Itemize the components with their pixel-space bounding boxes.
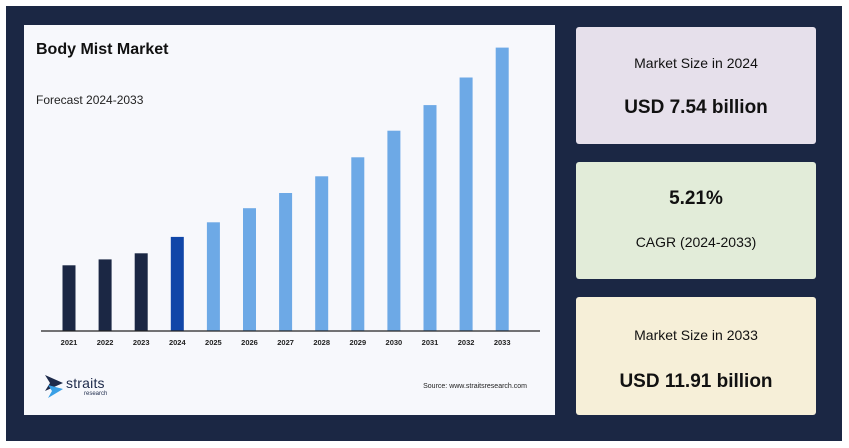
straits-logo: straits research: [44, 373, 124, 403]
bar-2030: [387, 130, 401, 331]
bar-2024: [170, 236, 184, 331]
x-tick-label: 2023: [133, 338, 150, 347]
bar-2025: [206, 222, 220, 331]
size-2024-label: Market Size in 2024: [634, 55, 758, 71]
x-tick-label: 2025: [205, 338, 222, 347]
chart-card: 2021 2022 2023 2024 2025 2026 2027 2028 2029 2030…: [24, 25, 555, 415]
x-tick-label: 2028: [313, 338, 330, 347]
bar-2032: [459, 77, 473, 331]
stat-card-size-2033: Market Size in 2033 USD 11.91 billion: [576, 297, 816, 415]
stat-card-size-2024: Market Size in 2024 USD 7.54 billion: [576, 27, 816, 144]
logo-subtitle: research: [84, 391, 108, 397]
bar-2028: [315, 176, 329, 331]
bar-2021: [62, 265, 76, 331]
bar-2023: [134, 253, 148, 331]
bar-2033: [495, 47, 509, 331]
x-tick-label: 2024: [169, 338, 187, 347]
size-2033-label: Market Size in 2033: [634, 327, 758, 343]
cagr-label: CAGR (2024-2033): [635, 234, 757, 250]
x-tick-label: 2022: [97, 338, 114, 347]
bar-chart: 2021 2022 2023 2024 2025 2026 2027 2028 2029 2030…: [41, 47, 540, 347]
logo-name: straits: [66, 375, 105, 391]
x-tick-label: 2033: [494, 338, 511, 347]
x-tick-label: 2026: [241, 338, 258, 347]
x-tick-label: 2030: [386, 338, 403, 347]
bar-2031: [423, 105, 437, 331]
x-tick-label: 2027: [277, 338, 294, 347]
chart-title: Body Mist Market: [36, 41, 169, 58]
bar-2022: [98, 259, 112, 331]
size-2033-value: USD 11.91 billion: [619, 371, 773, 392]
bar-2029: [351, 157, 365, 331]
stat-card-cagr: 5.21% CAGR (2024-2033): [576, 162, 816, 279]
bar-2026: [243, 208, 256, 331]
straits-arrow-icon: [45, 375, 63, 398]
source-credit: Source: www.straitsresearch.com: [423, 383, 527, 390]
bar-2027: [279, 193, 293, 331]
size-2024-value: USD 7.54 billion: [624, 97, 768, 118]
x-tick-label: 2021: [61, 338, 78, 347]
cagr-value: 5.21%: [669, 188, 723, 209]
x-tick-label: 2031: [422, 338, 439, 347]
chart-subtitle: Forecast 2024-2033: [36, 93, 144, 107]
x-tick-label: 2029: [349, 338, 366, 347]
x-tick-label: 2032: [458, 338, 475, 347]
